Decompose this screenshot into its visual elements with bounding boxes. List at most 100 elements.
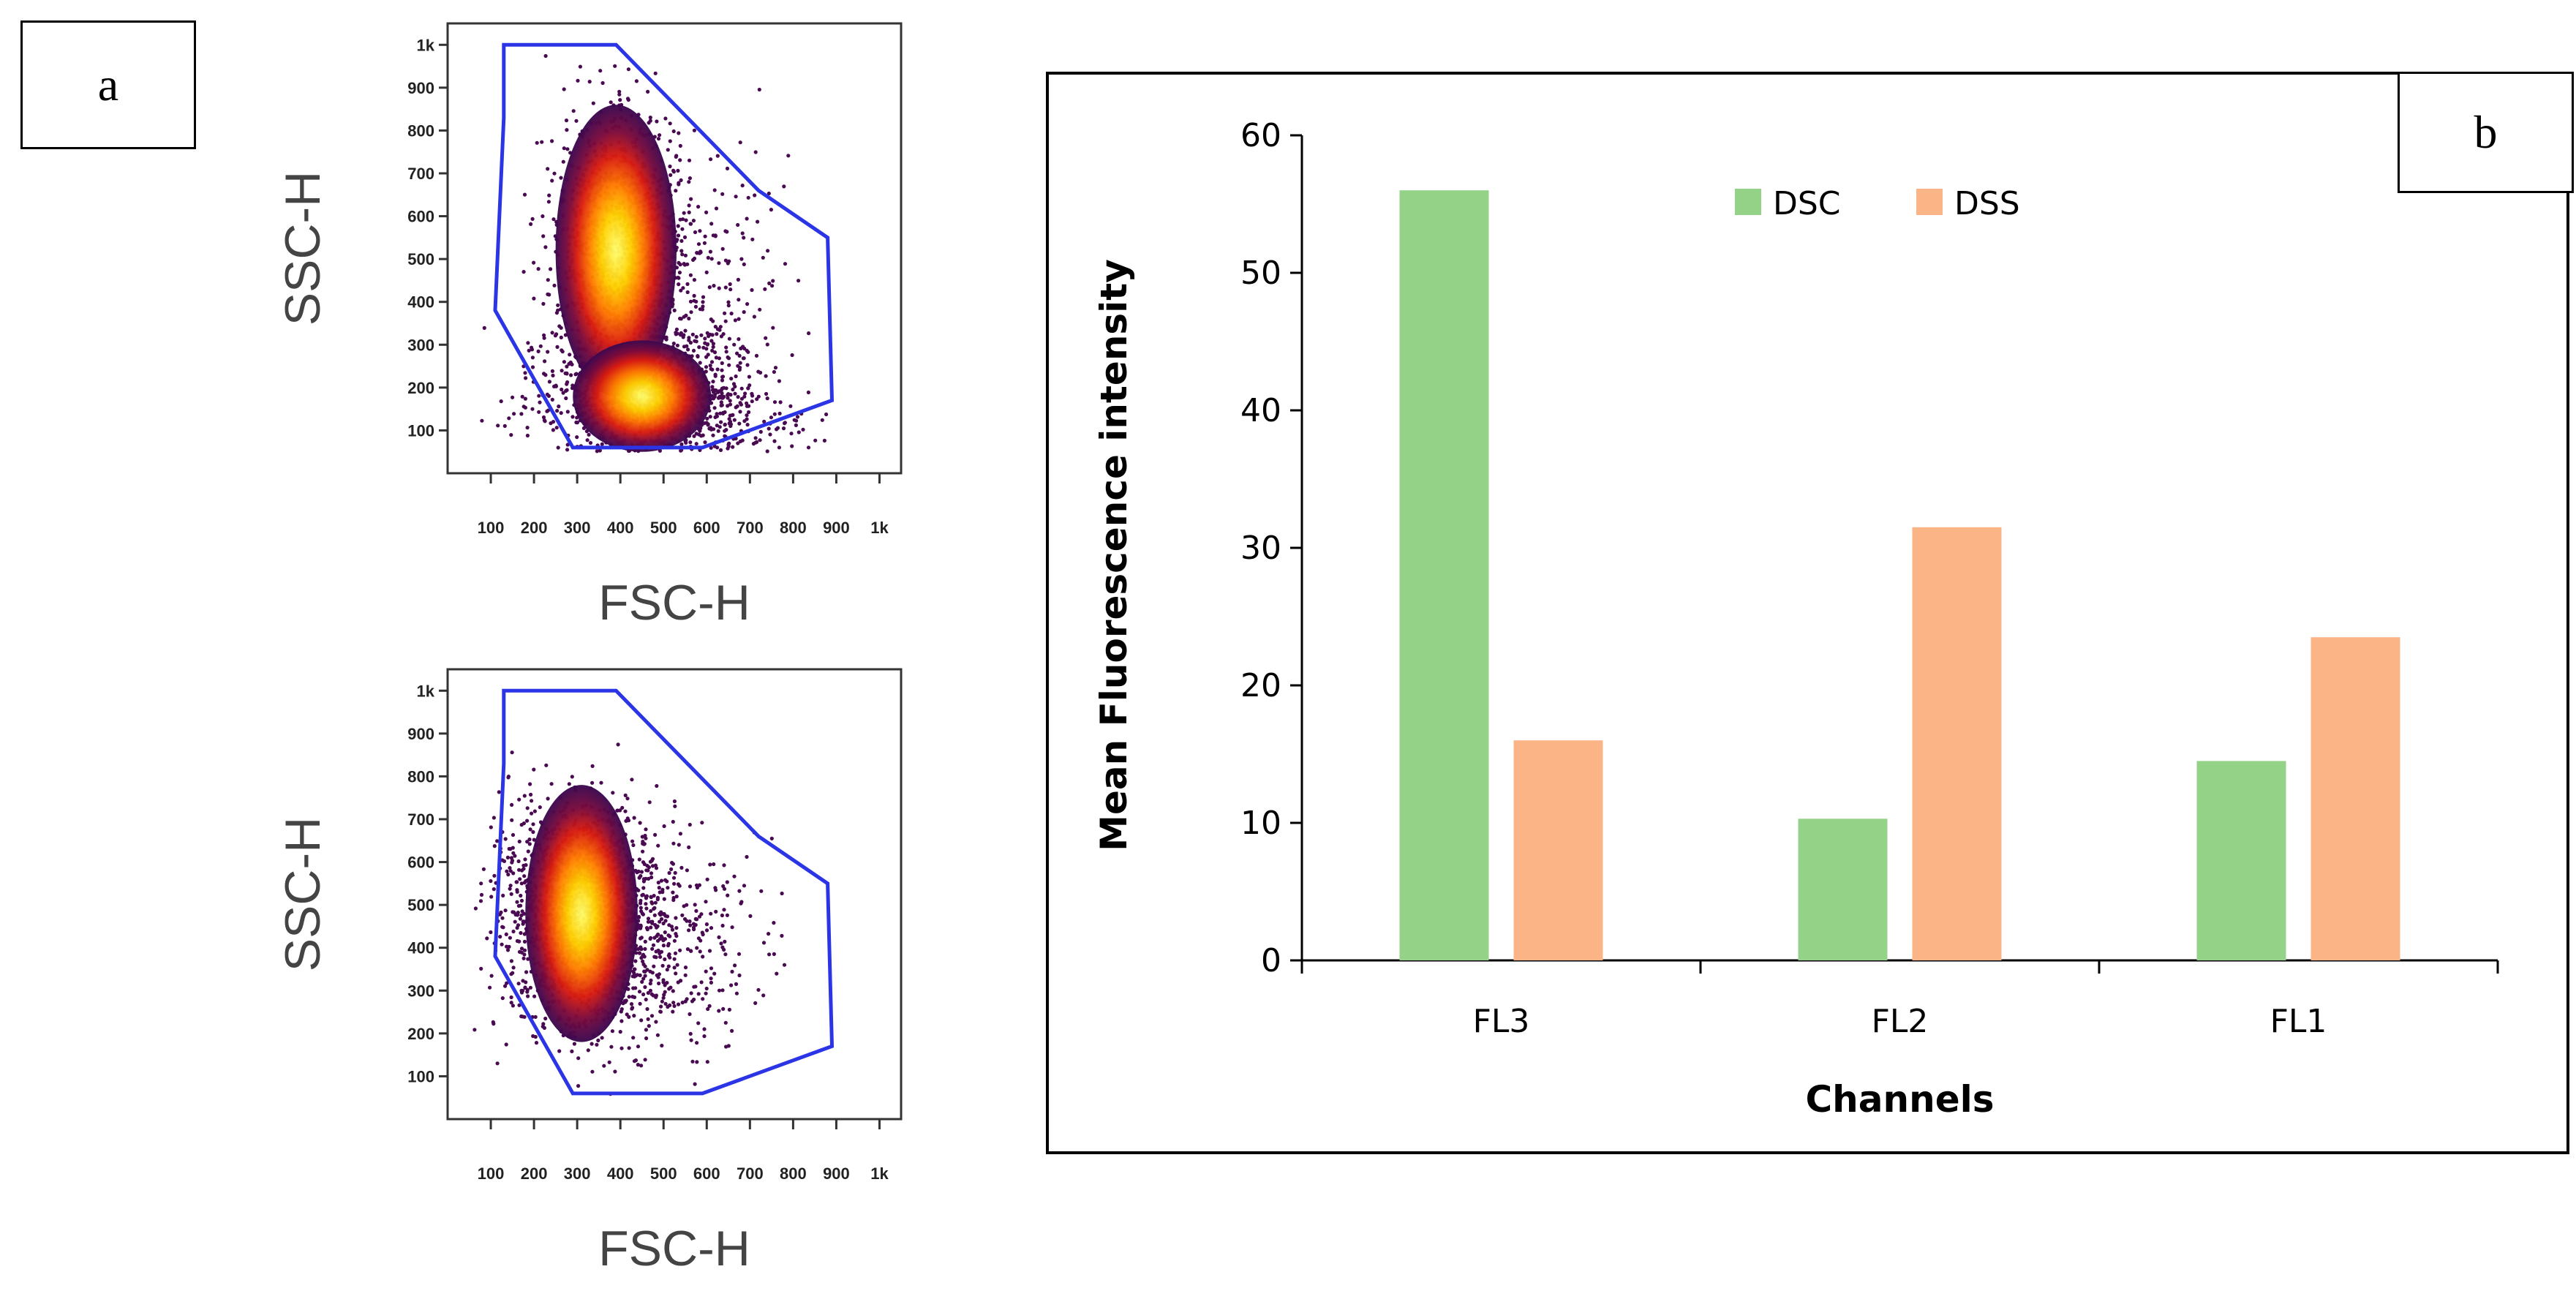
- event-dot: [686, 347, 690, 352]
- event-dot: [530, 365, 535, 369]
- event-dot: [745, 413, 749, 418]
- event-dot: [682, 211, 686, 215]
- event-dot: [554, 332, 559, 336]
- event-dot: [554, 311, 560, 315]
- event-dot: [683, 328, 688, 333]
- event-dot: [564, 396, 568, 401]
- event-dot: [639, 1064, 644, 1068]
- y-tick-label: 1k: [417, 36, 435, 54]
- event-dot: [692, 278, 697, 282]
- bar-dsc-fl2: [1798, 818, 1888, 960]
- event-dot: [565, 388, 569, 392]
- event-dot: [792, 418, 796, 422]
- event-dot: [560, 348, 564, 353]
- event-dot: [709, 222, 714, 226]
- event-dot: [739, 386, 744, 391]
- event-dot: [521, 270, 526, 274]
- y-tick-label: 600: [407, 208, 434, 226]
- event-dot: [696, 205, 701, 209]
- event-dot: [756, 369, 761, 374]
- flow-plot-content: [480, 42, 835, 453]
- event-dot: [704, 270, 709, 274]
- event-dot: [724, 345, 728, 350]
- event-dot: [689, 310, 693, 315]
- event-dot: [720, 361, 724, 366]
- event-dot: [540, 140, 544, 144]
- event-dot: [748, 914, 753, 918]
- event-dot: [781, 426, 786, 431]
- event-dot: [737, 421, 742, 426]
- event-dot: [600, 442, 604, 446]
- event-dot: [742, 356, 746, 361]
- event-dot: [537, 394, 541, 398]
- event-dot: [806, 390, 810, 395]
- event-dot: [562, 360, 567, 364]
- y-axis-title: Mean Fluorescence intensity: [1093, 259, 1135, 851]
- event-dot: [526, 341, 530, 345]
- event-dot: [703, 336, 707, 341]
- x-tick-label: 700: [737, 519, 764, 537]
- event-dot: [547, 193, 551, 197]
- x-tick-label: FL2: [1872, 1003, 1929, 1040]
- event-dot: [723, 285, 728, 290]
- event-dot: [756, 394, 761, 399]
- event-dot: [712, 350, 718, 355]
- event-dot: [747, 383, 752, 388]
- event-dot: [711, 433, 715, 437]
- x-tick-label: 900: [823, 519, 850, 537]
- event-dot: [685, 290, 690, 295]
- event-dot: [549, 267, 553, 271]
- event-dot: [677, 182, 681, 187]
- event-dot: [543, 372, 548, 377]
- event-dot: [750, 287, 754, 293]
- panel-a-label: a: [20, 20, 196, 149]
- flow-plot-frame: [446, 668, 903, 1121]
- event-dot: [753, 436, 758, 440]
- x-tick-label: 400: [607, 519, 634, 537]
- event-dot: [556, 445, 560, 450]
- event-dot: [713, 392, 718, 396]
- event-dot: [568, 353, 572, 357]
- event-dot: [679, 442, 684, 447]
- event-dot: [822, 438, 826, 443]
- event-dot: [557, 404, 561, 409]
- x-tick-label: 800: [780, 519, 807, 537]
- event-dot: [726, 300, 731, 304]
- event-dot: [727, 421, 731, 426]
- event-dot: [690, 332, 695, 336]
- event-dot: [710, 367, 715, 372]
- event-dot: [723, 422, 727, 426]
- y-tick-label: 0: [1261, 942, 1281, 979]
- event-dot: [726, 356, 731, 361]
- event-dot: [794, 423, 798, 428]
- event-dot: [609, 100, 613, 105]
- event-dot: [745, 401, 749, 405]
- event-dot: [720, 368, 724, 372]
- event-dot: [735, 404, 739, 408]
- event-dot: [771, 279, 775, 283]
- event-dot: [672, 308, 677, 312]
- event-dot: [692, 298, 696, 303]
- event-dot: [678, 316, 682, 321]
- density-cluster: [555, 105, 677, 396]
- event-dot: [772, 412, 777, 416]
- event-dot: [753, 150, 758, 154]
- event-dot: [555, 345, 560, 349]
- flow-plot-content: [472, 688, 835, 1096]
- event-dot: [723, 319, 728, 323]
- event-dot: [728, 282, 732, 287]
- event-dot: [587, 80, 592, 84]
- event-dot: [691, 348, 696, 353]
- event-dot: [551, 373, 555, 377]
- event-dot: [790, 353, 794, 358]
- event-dot: [541, 301, 546, 306]
- event-dot: [551, 428, 556, 432]
- event-dot: [769, 415, 773, 420]
- event-dot: [561, 391, 565, 395]
- event-dot: [525, 433, 530, 438]
- event-dot: [532, 260, 536, 265]
- event-dot: [771, 325, 775, 330]
- event-dot: [790, 444, 794, 448]
- event-dot: [541, 214, 545, 219]
